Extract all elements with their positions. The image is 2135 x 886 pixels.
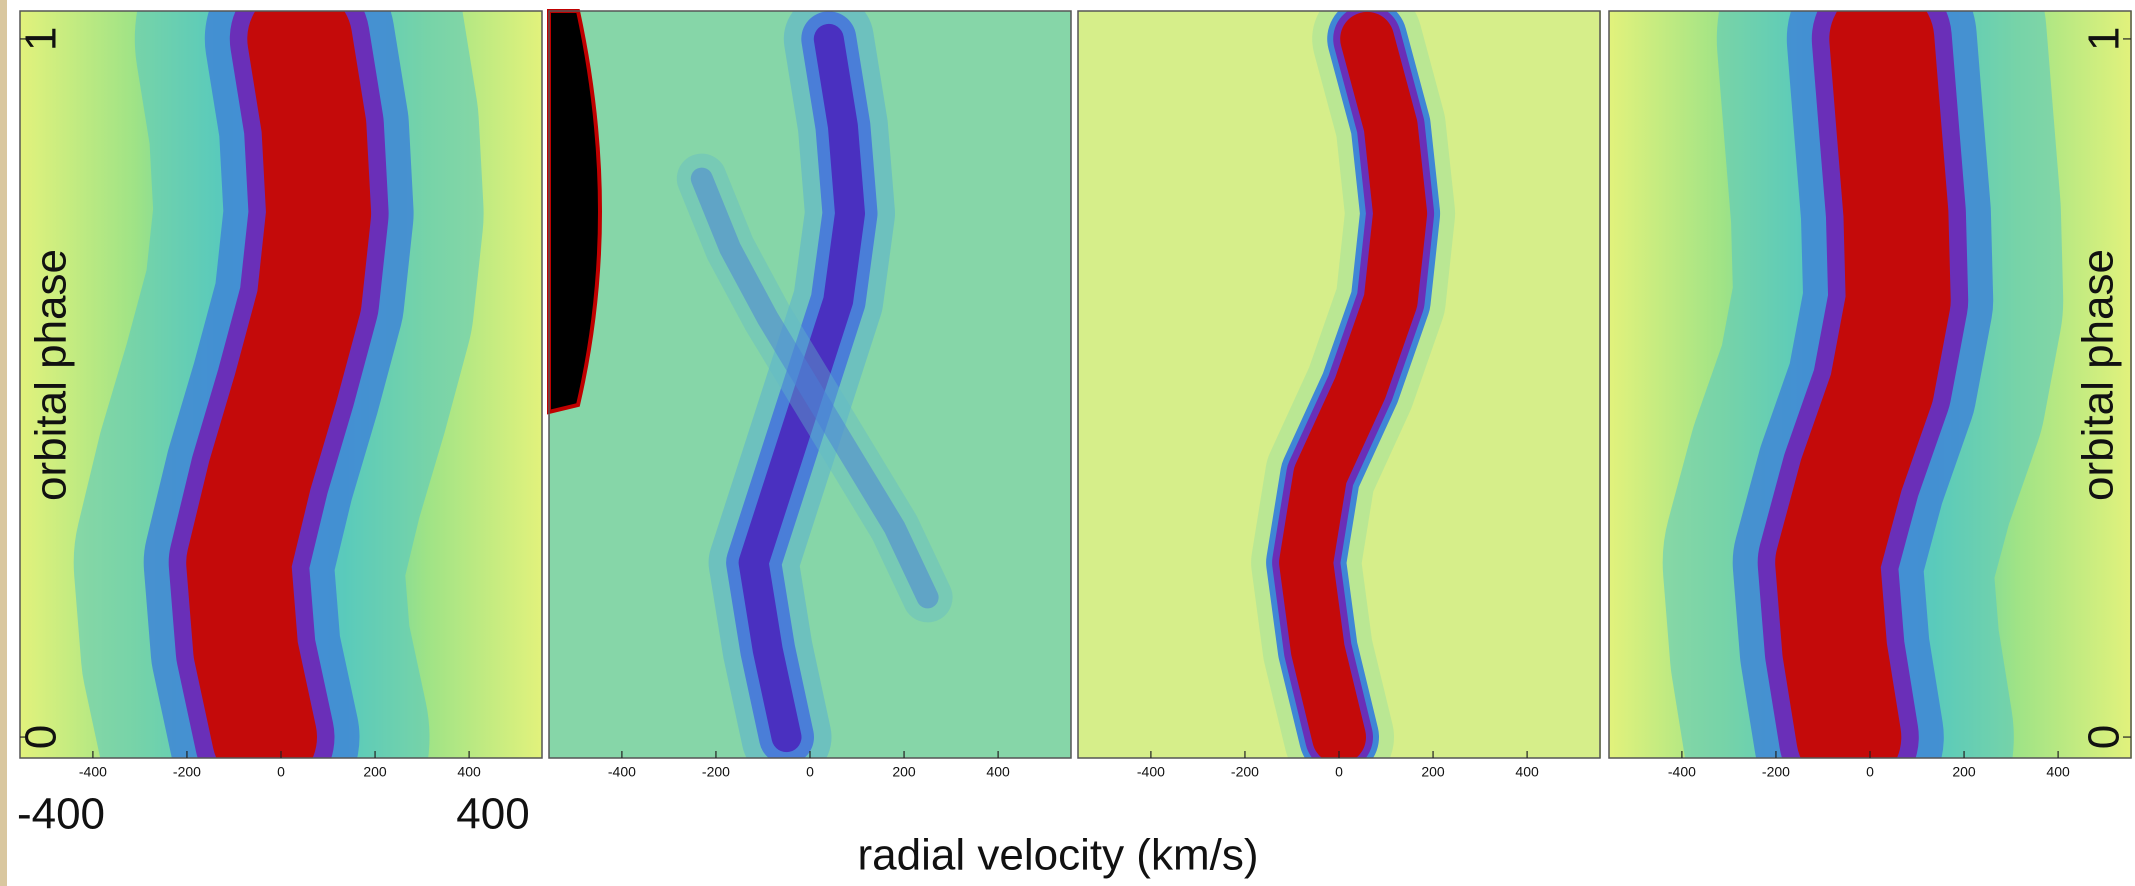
- x-tick-label: 400: [2046, 764, 2070, 780]
- y-axis-label: orbital phase: [27, 249, 76, 501]
- y-tick-label: 0: [2080, 725, 2129, 749]
- edge-strip: [0, 0, 7, 886]
- x-tick-label: 200: [363, 764, 387, 780]
- x-tick-label: -200: [702, 764, 730, 780]
- x-tick-label: 0: [806, 764, 814, 780]
- y-tick-label: 1: [2080, 27, 2129, 51]
- x-tick-label: -400: [79, 764, 107, 780]
- saturated-region: [547, 9, 602, 415]
- x-tick-label: -400: [1668, 764, 1696, 780]
- x-tick-label: -200: [1762, 764, 1790, 780]
- x-axis-label: radial velocity (km/s): [858, 831, 1259, 880]
- y-axis-label: orbital phase: [2074, 249, 2123, 501]
- x-tick-label: -200: [173, 764, 201, 780]
- panel: [1251, 11, 1456, 758]
- x-tick-label: 400: [986, 764, 1010, 780]
- panel: [1662, 11, 2064, 758]
- trace: [186, 11, 372, 758]
- annotation: 400: [456, 790, 529, 839]
- y-tick-label: 1: [17, 27, 66, 51]
- y-tick-label: 0: [17, 725, 66, 749]
- x-tick-label: -200: [1231, 764, 1259, 780]
- x-tick-label: 200: [1952, 764, 1976, 780]
- traces: [73, 11, 2064, 758]
- panel: [676, 11, 953, 758]
- annotation: -400: [17, 790, 105, 839]
- trace: [690, 167, 939, 609]
- x-tick-label: 200: [892, 764, 916, 780]
- x-tick-label: -400: [608, 764, 636, 780]
- x-tick-label: 400: [457, 764, 481, 780]
- x-tick-label: 200: [1421, 764, 1445, 780]
- trace: [1279, 11, 1428, 758]
- x-tick-label: 0: [1866, 764, 1874, 780]
- x-tick-label: 400: [1515, 764, 1539, 780]
- x-tick-label: 0: [277, 764, 285, 780]
- panel: [73, 11, 484, 758]
- trace: [1775, 11, 1951, 758]
- x-tick-label: 0: [1335, 764, 1343, 780]
- x-tick-label: -400: [1137, 764, 1165, 780]
